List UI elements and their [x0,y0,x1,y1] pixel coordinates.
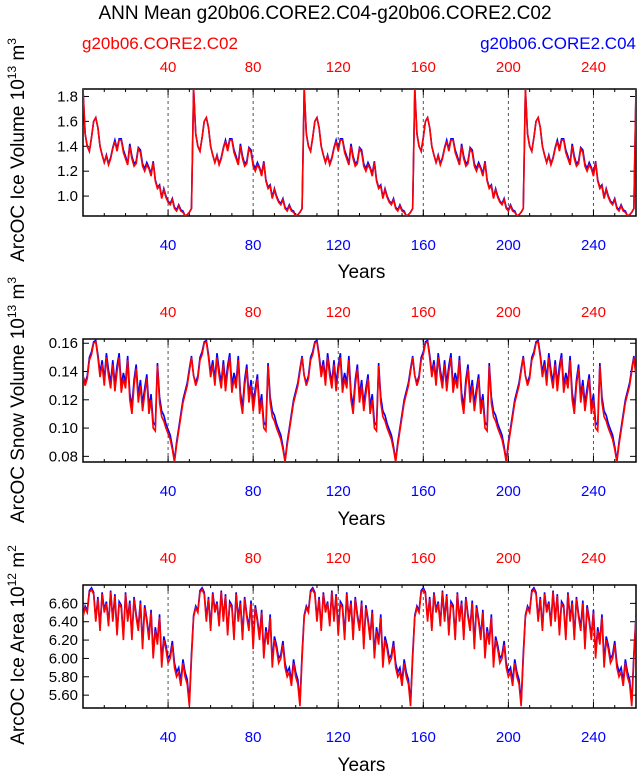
y-tick-label: 1.0 [57,188,78,205]
y-tick-label: 6.60 [49,595,78,612]
x-tick-label-top: 120 [326,550,351,567]
y-tick-label: 0.12 [49,392,78,409]
y-tick-label: 6.00 [49,650,78,667]
y-tick-label: 1.6 [57,113,78,130]
x-tick-label-bottom: 120 [326,237,351,254]
x-tick-label-top: 80 [245,304,262,321]
x-tick-label-top: 120 [326,304,351,321]
x-axis-label: Years [338,755,386,772]
x-tick-label-top: 200 [496,304,521,321]
x-tick-label-top: 200 [496,59,521,76]
panel-1: 40 40 80 80 120 120 160 160 200 200 240 240 1.0 1.2 1.… [5,38,637,283]
x-tick-label-top: 200 [496,550,521,567]
x-tick-label-top: 40 [160,59,177,76]
y-tick-label: 0.16 [49,335,78,352]
y-tick-label: 5.80 [49,669,78,686]
y-tick-label: 5.60 [49,687,78,704]
x-tick-label-bottom: 240 [581,237,606,254]
figure-title: ANN Mean g20b06.CORE2.C04-g20b06.CORE2.C… [98,3,551,24]
x-tick-label-bottom: 40 [160,237,177,254]
x-tick-label-top: 240 [581,550,606,567]
y-tick-label: 1.2 [57,163,78,180]
x-tick-label-top: 80 [245,550,262,567]
x-tick-label-bottom: 200 [496,729,521,746]
x-tick-label-bottom: 200 [496,483,521,500]
panel-2: 40 40 80 80 120 120 160 160 200 200 240 240 0.08 0.10… [5,277,637,530]
x-tick-label-bottom: 240 [581,729,606,746]
x-tick-label-bottom: 160 [411,729,436,746]
y-tick-label: 1.4 [57,138,78,155]
y-tick-label: 0.14 [49,364,78,381]
x-tick-label-top: 40 [160,304,177,321]
y-axis-label: ArcOC Ice Area 1012 m2 [5,545,29,745]
legend-label-c02: g20b06.CORE2.C02 [82,34,238,53]
y-tick-label: 0.10 [49,420,78,437]
x-tick-label-top: 160 [411,550,436,567]
x-tick-label-bottom: 120 [326,729,351,746]
series-line-c02 [83,588,636,707]
x-tick-label-bottom: 80 [245,729,262,746]
y-tick-label: 6.40 [49,614,78,631]
x-tick-label-top: 160 [411,304,436,321]
x-tick-label-bottom: 80 [245,483,262,500]
x-tick-label-bottom: 80 [245,237,262,254]
x-tick-label-bottom: 40 [160,729,177,746]
x-axis-label: Years [338,262,386,283]
x-tick-label-top: 240 [581,59,606,76]
y-tick-label: 1.8 [57,88,78,105]
x-tick-label-bottom: 200 [496,237,521,254]
y-axis-label: ArcOC Ice Volume 1013 m3 [5,38,29,262]
x-tick-label-top: 240 [581,304,606,321]
y-tick-label: 0.08 [49,448,78,465]
x-tick-label-top: 80 [245,59,262,76]
series-line-c02 [83,89,636,216]
series-line-c02 [83,340,636,462]
x-tick-label-top: 120 [326,59,351,76]
panel-3: 40 40 80 80 120 120 160 160 200 200 240 240 5.605.80… [5,545,637,772]
y-tick-label: 6.20 [49,632,78,649]
x-tick-label-top: 160 [411,59,436,76]
x-tick-label-bottom: 40 [160,483,177,500]
y-axis-label: ArcOC Snow Volume 1013 m3 [5,277,29,523]
x-tick-label-top: 40 [160,550,177,567]
x-tick-label-bottom: 120 [326,483,351,500]
x-tick-label-bottom: 160 [411,237,436,254]
x-axis-label: Years [338,509,386,530]
x-tick-label-bottom: 160 [411,483,436,500]
x-tick-label-bottom: 240 [581,483,606,500]
legend-label-c04: g20b06.CORE2.C04 [480,34,636,53]
